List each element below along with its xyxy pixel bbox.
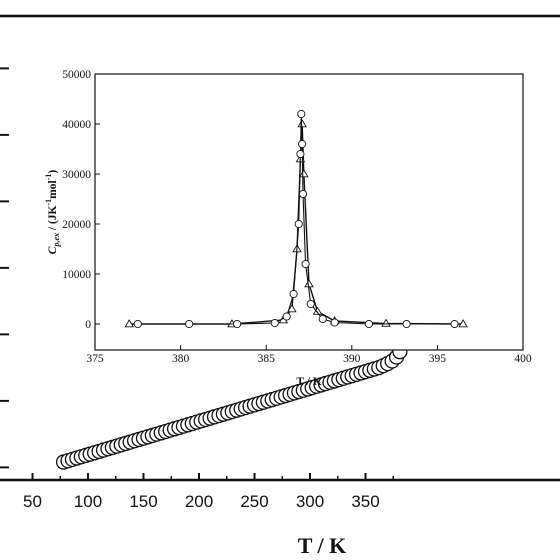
inset-y-tick-label: 40000 [62,119,91,131]
main-x-tick-label: 250 [240,492,268,511]
inset-data-point [296,149,305,159]
inset-y-tick-label: 0 [85,319,91,331]
inset-x-axis-title: T / K [296,376,321,388]
main-x-tick-label: 200 [185,492,213,511]
main-x-tick-label: 350 [351,492,379,511]
inset-data-point [289,289,298,299]
main-x-tick-label: 300 [296,492,324,511]
inset-data-point [301,259,310,269]
inset-series-line [137,113,455,325]
inset-data-series [124,109,468,329]
inset-x-tick-label: 390 [343,353,361,365]
inset-data-point [402,319,411,329]
inset-y-tick-label: 50000 [62,69,91,81]
inset-y-tick-label: 30000 [62,169,91,181]
inset-x-tick-label: 395 [429,353,447,365]
main-x-axis-title: T / K [298,533,347,558]
inset-y-axis-title: Cp,ex / (JK-1mol-1) [44,170,61,255]
inset-x-tick-label: 385 [258,353,276,365]
inset-data-point [318,314,327,324]
inset-data-point [297,109,306,119]
main-y-ticks [0,67,9,469]
main-x-tick-label: 100 [74,492,102,511]
inset-data-point [294,219,303,229]
inset-data-point [458,319,468,328]
inset-x-tick-label: 400 [514,353,532,365]
inset-data-point [364,319,373,329]
main-x-tick-label: 150 [129,492,157,511]
main-plot: 50 100 150 200 250 300 350 T / K [0,14,560,558]
inset-y-ticks: 0 10000 20000 30000 40000 50000 [62,69,100,331]
inset-frame [94,73,524,351]
inset-data-point [306,299,315,309]
inset-data-point [298,189,308,199]
inset-data-point [298,139,307,149]
inset-data-point [124,319,135,328]
inset-x-tick-label: 380 [172,353,190,365]
inset-data-point [133,319,142,329]
main-x-tick-label: 50 [23,492,42,511]
inset-data-point [185,319,194,329]
inset-data-point [282,312,291,321]
inset-x-ticks: 375 380 385 390 395 400 [86,345,532,365]
inset-y-tick-label: 20000 [62,219,91,231]
inset-background [95,74,523,350]
inset-y-tick-label: 10000 [62,269,91,281]
inset-data-point [270,318,279,328]
inset-data-point [330,318,339,327]
main-data-series [55,344,408,470]
inset-x-tick-label: 375 [86,353,104,365]
main-x-ticks: 50 100 150 200 250 300 350 [23,473,394,511]
inset-data-point [381,318,391,327]
inset-data-point [450,319,459,329]
inset-data-point [287,304,297,313]
inset-data-point [299,169,309,178]
inset-data-point [233,319,242,329]
